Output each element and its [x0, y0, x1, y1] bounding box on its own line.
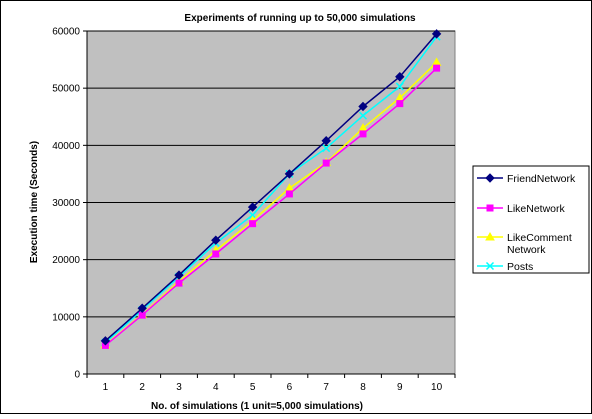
y-axis-title: Execution time (Seconds): [29, 141, 40, 263]
x-tick-label: 5: [250, 382, 256, 393]
legend-label-likenetwork: LikeNetwork: [507, 203, 566, 215]
series-line-likenetwork: [104, 67, 438, 346]
x-tick-label: 8: [360, 382, 366, 393]
data-point-friendnetwork: [431, 29, 442, 39]
data-point-posts: [395, 82, 404, 91]
data-point-friendnetwork: [284, 169, 295, 179]
data-point-friendnetwork: [137, 303, 147, 313]
legend-marker-likecomment-network: [485, 231, 495, 241]
data-point-friendnetwork: [174, 270, 184, 280]
y-tick-label: 60000: [52, 27, 80, 38]
x-tick-label: 7: [323, 382, 329, 393]
legend-marker-likenetwork: [486, 204, 494, 212]
x-tick-label: 10: [431, 382, 443, 393]
legend: FriendNetwork LikeNetwork LikeComment Netwo…: [472, 165, 590, 274]
x-tick-label: 1: [103, 382, 109, 393]
x-tick-label: 3: [176, 382, 182, 393]
y-tick-label: 30000: [52, 198, 80, 209]
series-line-friendnetwork: [104, 33, 438, 342]
chart-title: Experiments of running up to 50,000 simu…: [184, 13, 416, 24]
x-tick-label: 4: [213, 382, 219, 393]
data-point-posts: [248, 211, 257, 220]
series-line-posts: [104, 36, 438, 344]
data-point-friendnetwork: [321, 136, 331, 146]
legend-marker-posts: [485, 261, 495, 271]
data-point-posts: [322, 144, 331, 153]
legend-label-posts: Posts: [507, 261, 533, 273]
y-tick-label: 50000: [52, 84, 80, 95]
data-point-likenetwork: [285, 190, 293, 198]
y-tick-label: 20000: [52, 255, 80, 266]
data-point-posts: [358, 111, 368, 120]
data-point-likenetwork: [212, 250, 220, 258]
series-line-likecomment-network: [104, 61, 438, 346]
x-tick-label: 6: [287, 382, 293, 393]
data-point-likenetwork: [322, 159, 330, 167]
data-point-likenetwork: [249, 220, 257, 228]
data-point-friendnetwork: [358, 101, 368, 112]
data-point-friendnetwork: [395, 72, 405, 82]
x-axis-title: No. of simulations (1 unit=5,000 simulat…: [151, 401, 363, 412]
data-point-likenetwork: [138, 311, 146, 319]
x-tick-label: 2: [139, 382, 145, 393]
data-point-likenetwork: [359, 130, 367, 138]
x-tick-label: 9: [397, 382, 403, 393]
data-point-friendnetwork: [247, 202, 258, 212]
plot-area: 0 10000 20000 30000 40000 50000 60000 1 2 3 4 5 6 7 8 9…: [52, 27, 456, 393]
legend-label-friendnetwork: FriendNetwork: [507, 173, 576, 185]
legend-label-likecomment-network: LikeComment Network: [507, 232, 572, 256]
data-point-likenetwork: [396, 100, 404, 108]
data-point-friendnetwork: [211, 235, 221, 245]
data-point-friendnetwork: [100, 336, 111, 346]
legend-marker-friendnetwork: [485, 173, 495, 183]
y-tick-label: 10000: [52, 312, 80, 323]
data-point-likenetwork: [433, 64, 441, 72]
data-point-likenetwork: [175, 279, 183, 287]
y-tick-label: 40000: [52, 141, 80, 152]
y-tick-label: 0: [74, 370, 80, 381]
legend-box: [472, 165, 590, 274]
